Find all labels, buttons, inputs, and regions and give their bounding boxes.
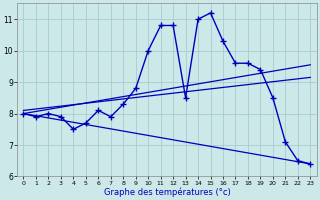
X-axis label: Graphe des températures (°c): Graphe des températures (°c) <box>104 187 230 197</box>
